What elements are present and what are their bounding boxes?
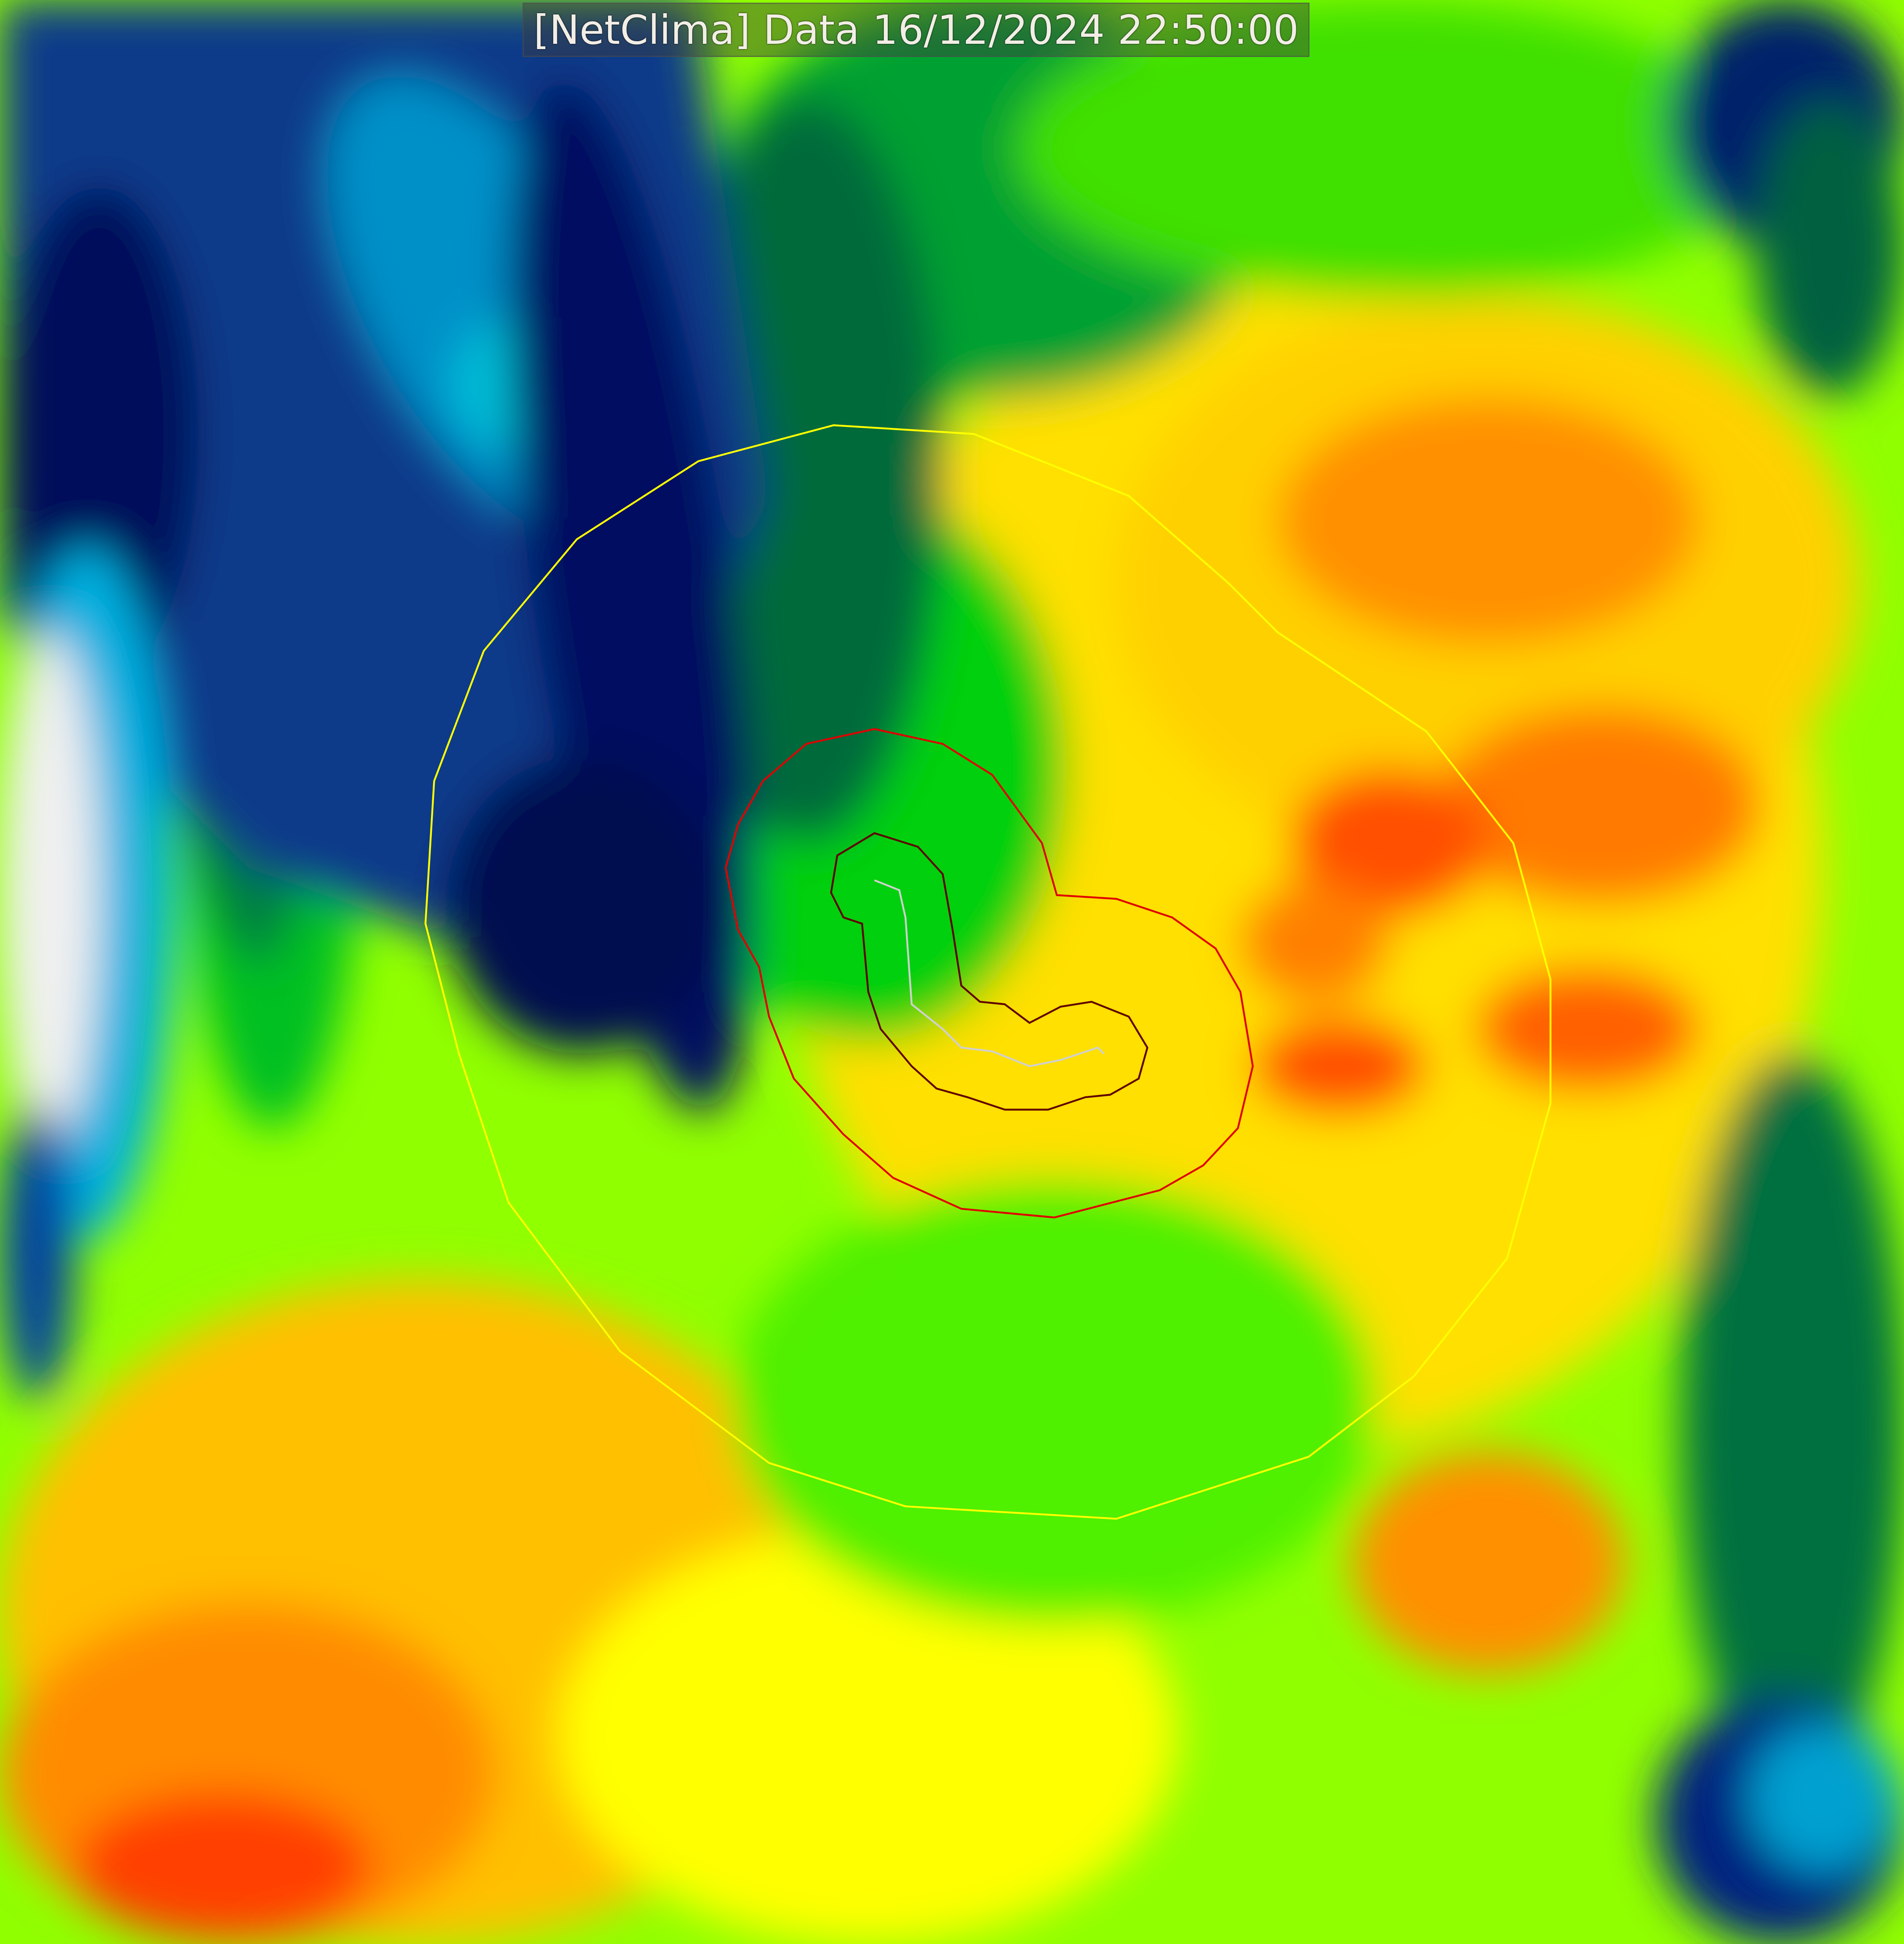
inner-contour — [830, 832, 1149, 1111]
title-banner: [NetClima] Data 16/12/2024 22:50:00 — [523, 3, 1310, 57]
outer-contour — [424, 424, 1552, 1520]
track — [874, 879, 1105, 1067]
middle-contour — [724, 728, 1254, 1219]
map-title: [NetClima] Data 16/12/2024 22:50:00 — [534, 6, 1299, 53]
